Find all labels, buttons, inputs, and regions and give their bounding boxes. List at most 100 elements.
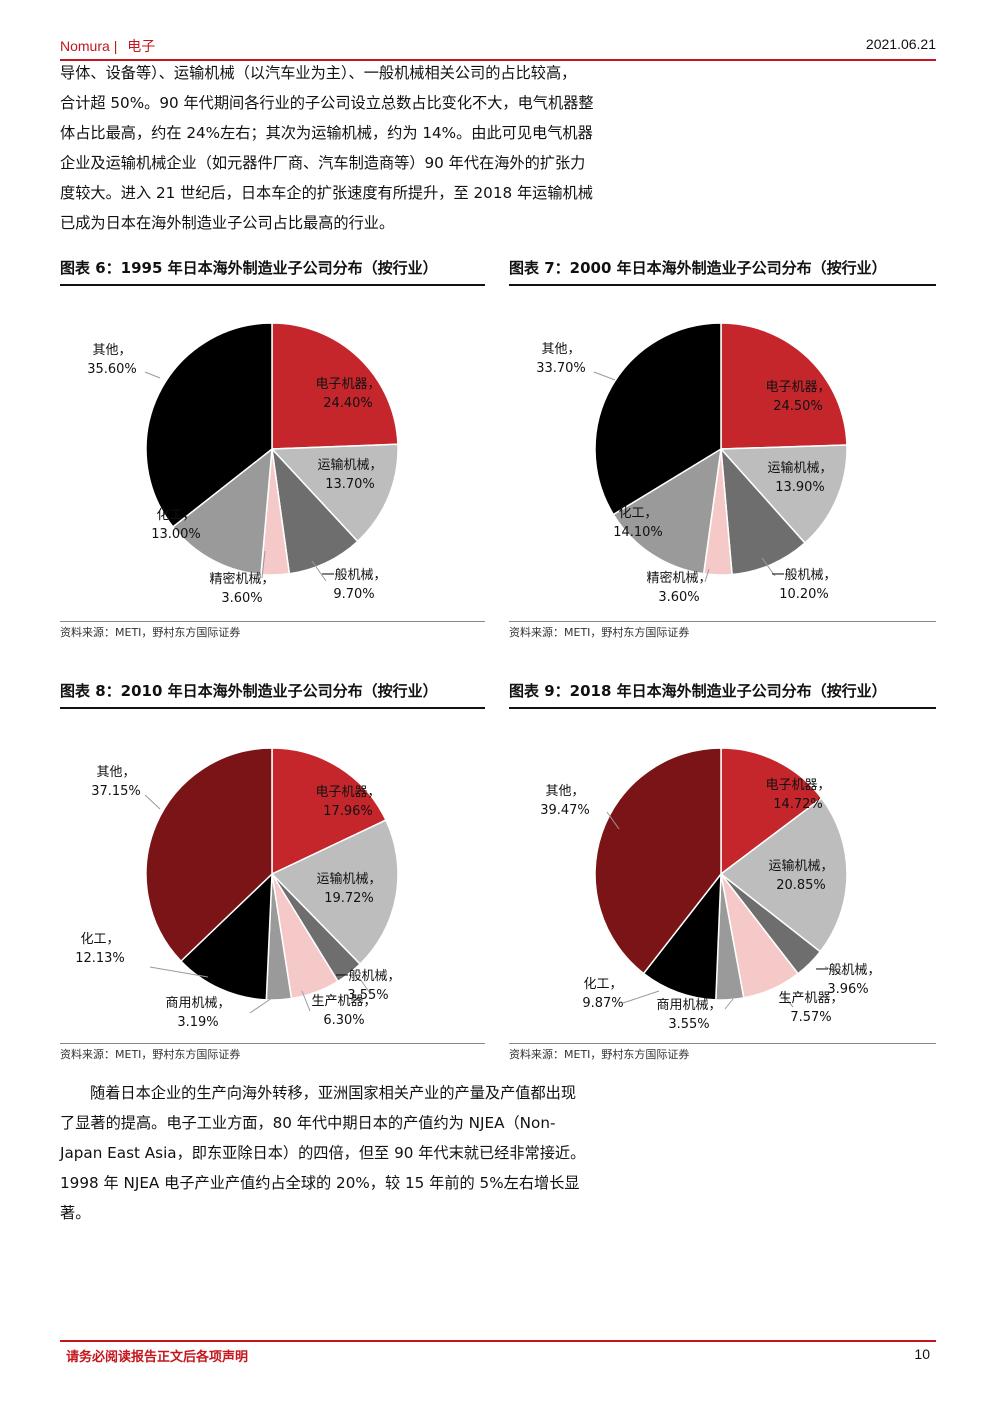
leader-line-2 bbox=[824, 966, 848, 976]
slice-label-name: 一般机械， bbox=[815, 962, 880, 978]
pie-slice-1 bbox=[719, 797, 848, 953]
slice-label-value: 3.96% bbox=[827, 982, 868, 997]
slice-label-value: 24.40% bbox=[323, 396, 373, 411]
slice-label-name: 化工， bbox=[80, 932, 119, 947]
leader-line-4 bbox=[249, 997, 273, 1014]
slice-label-value: 13.70% bbox=[325, 477, 375, 492]
slice-label-value: 35.60% bbox=[87, 362, 137, 377]
report-date: 2021.06.21 bbox=[865, 36, 936, 52]
source-note: 资料来源：METI，野村东方国际证券 bbox=[60, 1048, 241, 1061]
pie-slice-0 bbox=[271, 322, 399, 450]
brand: Nomura | 电子 bbox=[60, 36, 155, 56]
intro-paragraph: 导体、设备等）、运输机械（以汽车业为主）、一般机械相关公司的占比较高， 合计超 … bbox=[60, 58, 680, 238]
slice-label-value: 14.10% bbox=[613, 525, 663, 540]
paragraph-line: 企业及运输机械企业（如元器件厂商、汽车制造商等）90 年代在海外的扩张力 bbox=[60, 154, 586, 172]
slice-label-name: 其他， bbox=[92, 343, 131, 358]
source-rule bbox=[60, 621, 485, 622]
slice-label-name: 化工， bbox=[583, 977, 622, 992]
figure-rule bbox=[509, 707, 936, 709]
slice-label-name: 电子机器， bbox=[315, 377, 380, 392]
pie-slice-1 bbox=[270, 819, 399, 966]
pie-slice-4 bbox=[612, 447, 722, 575]
paragraph-line: 了显著的提高。电子工业方面，80 年代中期日本的产值约为 NJEA（Non- bbox=[60, 1114, 556, 1132]
slice-label-name: 一般机械， bbox=[335, 968, 400, 984]
slice-label-value: 13.00% bbox=[151, 527, 201, 542]
slice-label-value: 14.72% bbox=[773, 797, 823, 812]
pie-slice-6 bbox=[594, 747, 722, 975]
slice-label-name: 一般机械， bbox=[771, 567, 836, 583]
slice-label-value: 7.57% bbox=[790, 1010, 831, 1025]
pie-chart-2010: 电子机器， 17.96% 运输机械， 19.72% 一般机械， 3.55% 生产机器， 6.3… bbox=[60, 709, 485, 1043]
pie-slice-2 bbox=[720, 446, 806, 576]
slice-label-value: 3.60% bbox=[658, 590, 699, 605]
slice-label-name: 生产机器， bbox=[778, 991, 843, 1006]
leader-line-5 bbox=[593, 371, 616, 381]
slice-label-value: 19.72% bbox=[324, 891, 374, 906]
paragraph-line: 体占比最高，约在 24%左右；其次为运输机械，约为 14%。由此可见电气机器 bbox=[60, 124, 593, 142]
slice-label-name: 一般机械， bbox=[321, 567, 386, 583]
leader-line-5 bbox=[622, 990, 660, 1004]
paragraph-line: 著。 bbox=[60, 1204, 91, 1222]
page-header: Nomura | 电子 2021.06.21 bbox=[60, 36, 936, 58]
pie-slice-6 bbox=[145, 747, 273, 963]
header-divider bbox=[60, 59, 936, 61]
slice-label-name: 化工， bbox=[156, 508, 195, 523]
figure-title: 图表 6：1995 年日本海外制造业子公司分布（按行业） bbox=[60, 259, 438, 277]
slice-label-name: 运输机械， bbox=[768, 858, 833, 874]
paragraph-line: 度较大。进入 21 世纪后，日本车企的扩张速度有所提升，至 2018 年运输机械 bbox=[60, 184, 593, 202]
slice-label-name: 电子机器， bbox=[765, 380, 830, 395]
slice-label-value: 37.15% bbox=[91, 784, 141, 799]
pie-slice-0 bbox=[720, 322, 848, 450]
pie-svg: 电子机器， 24.50% 运输机械， 13.90% 一般机械， 10.20% 精密机械， 3.… bbox=[536, 322, 848, 605]
slice-label-value: 13.90% bbox=[775, 480, 825, 495]
page-number: 10 bbox=[914, 1346, 930, 1362]
leader-line-3 bbox=[704, 568, 710, 583]
leader-line-2 bbox=[311, 560, 327, 582]
paragraph-line: 已成为日本在海外制造业子公司占比最高的行业。 bbox=[60, 214, 395, 232]
source-rule bbox=[60, 1043, 485, 1044]
slice-label-name: 商用机械， bbox=[165, 996, 230, 1011]
leader-line-3 bbox=[782, 994, 794, 1008]
slice-label-name: 其他， bbox=[545, 784, 584, 799]
slice-label-name: 电子机器， bbox=[765, 778, 830, 793]
slice-label-value: 20.85% bbox=[776, 878, 826, 893]
pie-slice-5 bbox=[594, 322, 722, 516]
leader-line-4 bbox=[724, 998, 734, 1010]
figure-title: 图表 8：2010 年日本海外制造业子公司分布（按行业） bbox=[60, 682, 438, 700]
pie-slice-5 bbox=[179, 872, 273, 1001]
brand-separator: | bbox=[113, 38, 118, 54]
leader-line-2 bbox=[359, 978, 371, 994]
footer-divider bbox=[60, 1340, 936, 1342]
pie-slice-5 bbox=[145, 322, 273, 528]
slice-label-name: 其他， bbox=[96, 765, 135, 780]
figure-rule bbox=[60, 284, 485, 286]
section-name: 电子 bbox=[127, 38, 156, 54]
paragraph-line: 1998 年 NJEA 电子产业产值约占全球的 20%，较 15 年前的 5%左… bbox=[60, 1174, 580, 1192]
slice-label-name: 精密机械， bbox=[646, 570, 711, 586]
slice-label-name: 其他， bbox=[541, 342, 580, 357]
pie-chart-1995: 电子机器， 24.40% 运输机械， 13.70% 一般机械， 9.70% 精密机械， 3.6… bbox=[60, 286, 485, 620]
pie-svg: 电子机器， 24.40% 运输机械， 13.70% 一般机械， 9.70% 精密机械， 3.6… bbox=[87, 322, 399, 606]
slice-label-value: 3.55% bbox=[668, 1017, 709, 1032]
body-paragraph: 随着日本企业的生产向海外转移，亚洲国家相关产业的产量及产值都出现 了显著的提高。… bbox=[60, 1078, 680, 1228]
slice-label-value: 9.70% bbox=[333, 587, 374, 602]
slice-label-name: 运输机械， bbox=[317, 457, 382, 473]
pie-slice-0 bbox=[720, 747, 823, 876]
slice-label-value: 3.60% bbox=[221, 591, 262, 606]
disclaimer-note: 请务必阅读报告正文后各项声明 bbox=[66, 1350, 249, 1365]
slice-label-value: 10.20% bbox=[779, 587, 829, 602]
source-note: 资料来源：METI，野村东方国际证券 bbox=[509, 626, 690, 639]
slice-label-value: 33.70% bbox=[536, 361, 586, 376]
paragraph-line: 合计超 50%。90 年代期间各行业的子公司设立总数占比变化不大，电气机器整 bbox=[60, 94, 594, 112]
slice-label-value: 17.96% bbox=[323, 804, 373, 819]
slice-label-value: 24.50% bbox=[773, 399, 823, 414]
pie-chart-2018: 电子机器， 14.72% 运输机械， 20.85% 一般机械， 3.96% 生产机器， 7.5… bbox=[509, 709, 936, 1043]
slice-label-value: 12.13% bbox=[75, 951, 125, 966]
paragraph-line: 导体、设备等）、运输机械（以汽车业为主）、一般机械相关公司的占比较高， bbox=[60, 64, 577, 82]
slice-label-value: 3.55% bbox=[347, 988, 388, 1003]
paragraph-line: 随着日本企业的生产向海外转移，亚洲国家相关产业的产量及产值都出现 bbox=[90, 1084, 576, 1102]
slice-label-name: 精密机械， bbox=[209, 571, 274, 587]
figure-rule bbox=[60, 707, 485, 709]
pie-slice-0 bbox=[271, 747, 387, 876]
pie-chart-2000: 电子机器， 24.50% 运输机械， 13.90% 一般机械， 10.20% 精密机械， 3.… bbox=[509, 286, 936, 620]
